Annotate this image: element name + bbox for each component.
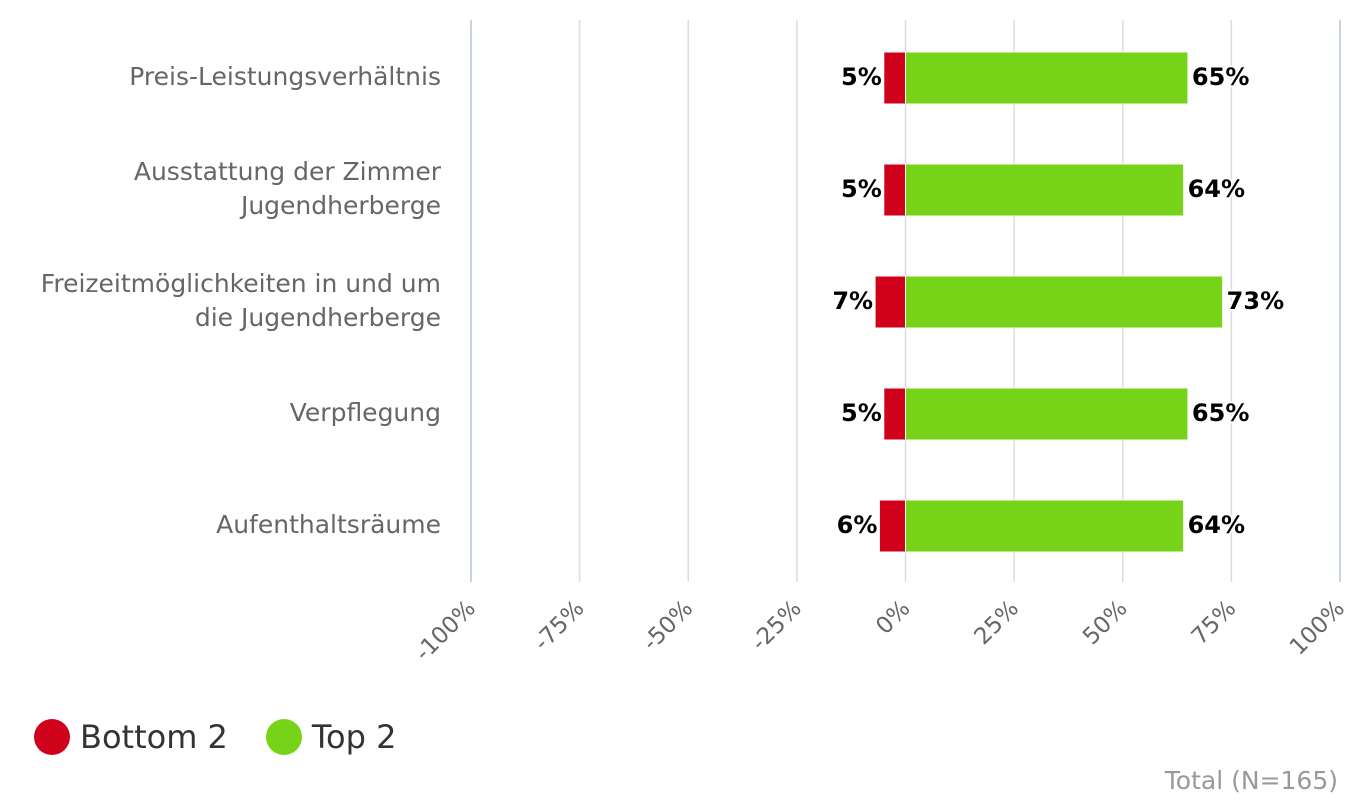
bar-top-2[interactable] bbox=[905, 51, 1189, 105]
x-axis-ticks: -100% -75% -50% -25% 0% 25% 50% 75% 100% bbox=[410, 596, 1350, 667]
bar-top-2[interactable] bbox=[905, 387, 1189, 441]
category-label-line: Jugendherberge bbox=[239, 191, 441, 220]
category-label-line: Verpflegung bbox=[290, 398, 441, 427]
x-tick-label: -75% bbox=[529, 596, 589, 656]
x-tick-label: 0% bbox=[871, 596, 915, 640]
bar-bottom-2[interactable] bbox=[883, 51, 907, 105]
data-label-bottom-2: 7% bbox=[832, 287, 873, 315]
category-label-line: Aufenthaltsräume bbox=[216, 510, 441, 539]
legend-item-bottom-2[interactable]: Bottom 2 bbox=[34, 718, 228, 756]
category-label-line: Preis-Leistungsverhältnis bbox=[129, 62, 441, 91]
category-label: Preis-Leistungsverhältnis bbox=[129, 62, 441, 91]
category-label-line: die Jugendherberge bbox=[195, 303, 441, 332]
sample-size-note: Total (N=165) bbox=[1164, 766, 1338, 795]
bar-bottom-2[interactable] bbox=[883, 163, 907, 217]
data-label-bottom-2: 5% bbox=[841, 399, 882, 427]
data-label-top-2: 73% bbox=[1227, 287, 1284, 315]
data-label-top-2: 65% bbox=[1192, 63, 1249, 91]
data-label-top-2: 64% bbox=[1188, 511, 1245, 539]
category-label: Aufenthaltsräume bbox=[216, 510, 441, 539]
category-label: Ausstattung der Zimmer Jugendherberge bbox=[134, 157, 442, 220]
legend-item-top-2[interactable]: Top 2 bbox=[265, 718, 397, 756]
bar-top-2[interactable] bbox=[905, 163, 1185, 217]
legend-swatch-bottom-2 bbox=[34, 719, 70, 755]
category-label: Freizeitmöglichkeiten in und um die Jugen… bbox=[41, 269, 441, 332]
data-label-bottom-2: 6% bbox=[837, 511, 878, 539]
x-tick-label: -50% bbox=[638, 596, 698, 656]
bar-top-2[interactable] bbox=[905, 499, 1185, 553]
legend-swatch-top-2 bbox=[265, 719, 302, 755]
x-tick-label: 50% bbox=[1078, 596, 1133, 651]
chart: Preis-Leistungsverhältnis Ausstattung der… bbox=[41, 20, 1350, 667]
data-label-bottom-2: 5% bbox=[841, 63, 882, 91]
data-label-bottom-2: 5% bbox=[841, 175, 882, 203]
data-label-top-2: 64% bbox=[1188, 175, 1245, 203]
bar-top-2[interactable] bbox=[905, 275, 1224, 329]
x-tick-label: 75% bbox=[1187, 596, 1242, 651]
legend-label-bottom-2: Bottom 2 bbox=[80, 718, 228, 756]
bar-bottom-2[interactable] bbox=[878, 499, 906, 553]
bar-bottom-2[interactable] bbox=[883, 387, 907, 441]
category-label-line: Ausstattung der Zimmer bbox=[134, 157, 442, 186]
category-label-line: Freizeitmöglichkeiten in und um bbox=[41, 269, 441, 298]
legend: Bottom 2 Top 2 bbox=[34, 718, 396, 756]
data-labels: 5% 5% 7% 5% 6% 65% 64% 73% 65% 64% bbox=[830, 61, 1286, 541]
category-labels: Preis-Leistungsverhältnis Ausstattung der… bbox=[41, 62, 442, 539]
bar-bottom-2[interactable] bbox=[874, 275, 907, 329]
x-tick-label: -25% bbox=[746, 596, 806, 656]
legend-label-top-2: Top 2 bbox=[311, 718, 397, 756]
data-label-top-2: 65% bbox=[1192, 399, 1249, 427]
x-tick-label: -100% bbox=[410, 596, 481, 667]
bars bbox=[874, 51, 1224, 553]
x-tick-label: 100% bbox=[1285, 596, 1350, 661]
x-tick-label: 25% bbox=[970, 596, 1025, 651]
category-label: Verpflegung bbox=[290, 398, 441, 427]
